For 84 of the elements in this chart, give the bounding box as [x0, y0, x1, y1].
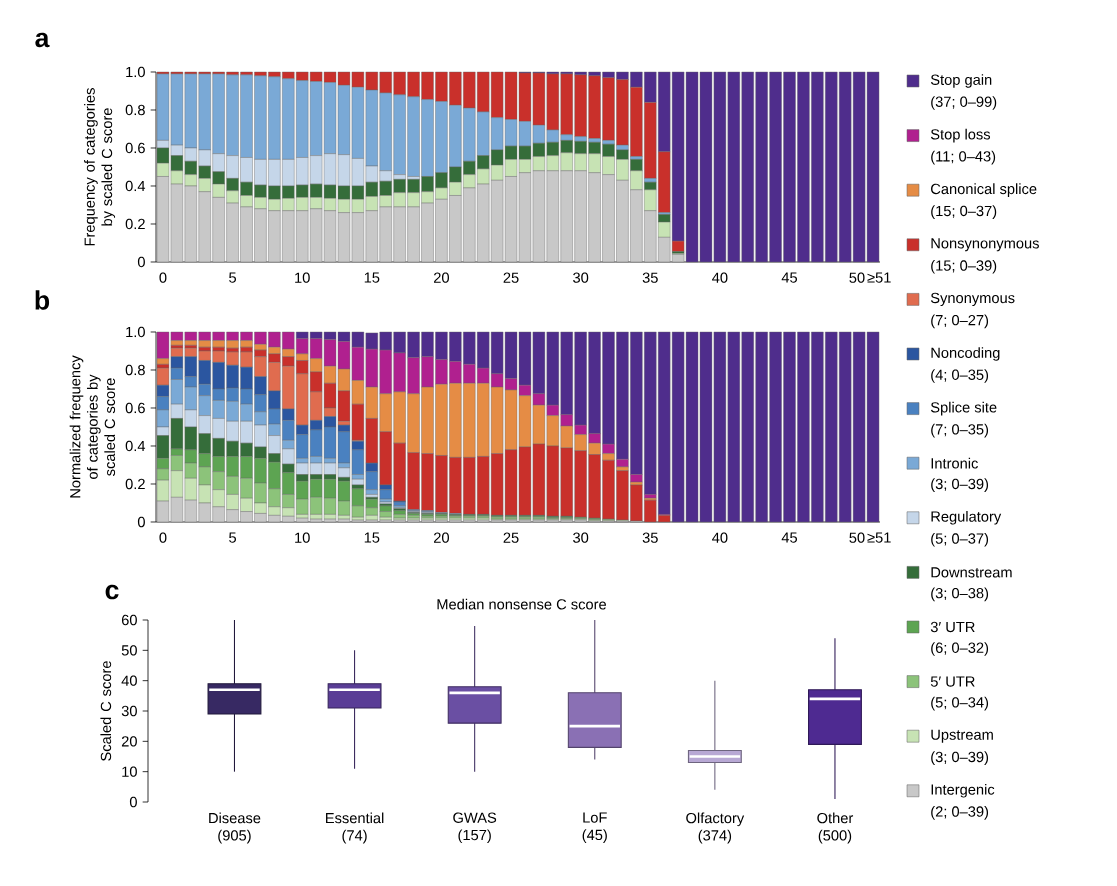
text: c: [105, 584, 119, 600]
text: (7; 0–35): [931, 423, 989, 438]
legend-label: Stop loss: [930, 128, 991, 143]
x-tick-label: 5: [229, 532, 237, 543]
text: (5; 0–37): [931, 532, 989, 547]
x-tick-label: 30: [573, 532, 589, 543]
x-tick-label: 35: [642, 532, 658, 543]
y-tick-label: 0.6: [125, 142, 145, 154]
x-tick-label: 20: [434, 532, 449, 543]
legend-label: Upstream: [931, 729, 993, 743]
x-tick-label: 40: [712, 532, 728, 543]
x-tick-label: 35: [642, 272, 658, 283]
y-tick-label: 0: [137, 516, 145, 528]
legend-label: Splice site: [930, 401, 997, 416]
y-tick-label: 0: [129, 796, 137, 808]
legend-label: Noncoding: [931, 347, 1000, 361]
x-tick-label: ≥51: [867, 532, 891, 543]
x-tick-label: GWAS (157): [453, 812, 497, 844]
x-tick-label: Olfactory (374): [686, 812, 745, 844]
y-axis-title: Frequency of categories by scaled C score: [84, 88, 116, 246]
text: (11; 0–43): [931, 150, 996, 165]
text: (3; 0–39): [931, 478, 989, 493]
legend-label: Intergenic: [931, 783, 995, 798]
y-tick-label: 10: [122, 766, 137, 777]
text: (15; 0–39): [931, 259, 997, 274]
legend-label: Stop gain: [930, 74, 992, 88]
text: (15; 0–37): [931, 205, 997, 220]
x-tick-label: 25: [503, 272, 519, 283]
chart-title: Median nonsense C score: [437, 598, 607, 610]
y-tick-label: 0.2: [125, 478, 145, 490]
x-tick-label: 0: [159, 532, 167, 543]
text: (4; 0–35): [931, 369, 989, 383]
legend-label: Synonymous: [930, 292, 1015, 307]
legend-label: Nonsynonymous: [931, 238, 1039, 252]
y-tick-label: 20: [121, 736, 137, 747]
x-tick-label: 5: [229, 272, 237, 283]
text: (5; 0–34): [931, 696, 989, 711]
x-tick-label: 10: [295, 272, 310, 283]
x-tick-label: 15: [364, 532, 380, 543]
text: a: [35, 32, 50, 48]
legend-label: Intronic: [931, 457, 978, 469]
x-tick-label: 45: [781, 272, 798, 283]
text: b: [35, 290, 50, 310]
y-tick-label: 0.4: [125, 440, 146, 452]
legend-label: 5′ UTR: [930, 676, 975, 687]
y-tick-label: 60: [121, 614, 137, 626]
x-tick-label: 30: [573, 272, 589, 283]
x-tick-label: 0: [159, 272, 167, 283]
x-tick-label: Essential (74): [326, 812, 384, 844]
x-tick-label: ≥51: [867, 272, 891, 283]
text: (37; 0–99): [931, 96, 997, 110]
x-tick-label: 50: [849, 532, 865, 543]
legend-label: 3′ UTR: [930, 621, 975, 633]
y-tick-label: 40: [121, 675, 137, 686]
legend-label: Downstream: [931, 567, 1012, 578]
y-tick-label: 50: [121, 645, 137, 656]
x-tick-label: 45: [781, 532, 798, 543]
x-tick-label: 20: [434, 272, 449, 283]
y-axis-title: Normalized frequency of categories by scaled C score: [69, 355, 116, 498]
x-tick-label: LoF (45): [582, 812, 607, 843]
text: (6; 0–32): [931, 642, 989, 656]
text: (3; 0–38): [931, 587, 989, 602]
y-tick-label: 0.8: [125, 104, 145, 116]
text: (2; 0–39): [931, 805, 989, 820]
y-tick-label: 1.0: [126, 66, 145, 78]
text: (7; 0–27): [931, 314, 989, 329]
x-tick-label: Other (500): [817, 812, 854, 844]
x-tick-label: 50: [849, 272, 865, 283]
y-tick-label: 0.6: [125, 402, 145, 414]
x-tick-label: 15: [364, 272, 380, 283]
y-axis-title: Scaled C score: [100, 661, 112, 761]
x-tick-label: 40: [712, 272, 728, 283]
y-tick-label: 0: [137, 256, 145, 268]
legend-label: Regulatory: [931, 510, 1002, 525]
y-tick-label: 1.0: [126, 326, 145, 338]
y-tick-label: 0.4: [125, 180, 146, 192]
y-tick-label: 0.2: [125, 218, 145, 230]
x-tick-label: 10: [295, 532, 310, 543]
y-tick-label: 0.8: [125, 364, 145, 376]
x-tick-label: 25: [503, 532, 519, 543]
y-tick-label: 30: [121, 705, 137, 717]
x-tick-label: Disease (905): [209, 812, 261, 844]
legend-label: Canonical splice: [931, 183, 1037, 198]
text: (3; 0–39): [931, 751, 989, 766]
